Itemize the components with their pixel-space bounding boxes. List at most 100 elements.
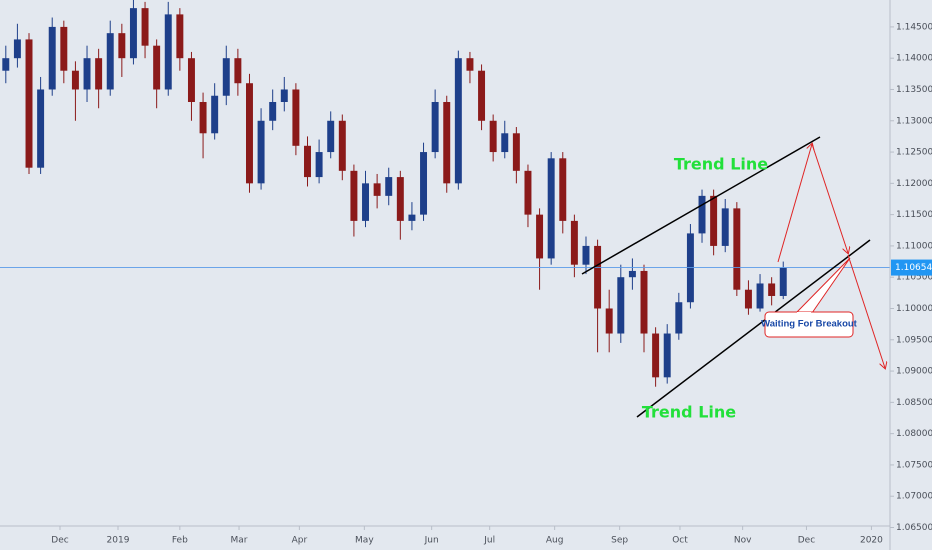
candle-body: [582, 245, 590, 265]
candle-body: [129, 8, 137, 59]
candle-body: [269, 101, 277, 121]
candle-body: [315, 152, 323, 178]
last-price-label: 1.10654: [895, 263, 932, 273]
y-tick-label: 1.13500: [896, 85, 932, 95]
candle-body: [292, 89, 300, 146]
candle-body: [431, 101, 439, 153]
arrow-down: [811, 143, 848, 253]
candle-body: [594, 245, 602, 309]
candle-body: [652, 333, 660, 378]
y-tick-label: 1.09500: [896, 335, 932, 345]
y-tick-label: 1.07500: [896, 460, 932, 470]
candle-body: [454, 58, 462, 184]
candle-body: [141, 8, 149, 46]
candle-body: [257, 120, 265, 184]
y-tick-label: 1.10000: [896, 304, 932, 314]
candle-body: [164, 14, 172, 90]
arrow-breakout: [847, 254, 885, 368]
candle-body: [350, 170, 358, 221]
candle-body: [222, 58, 230, 96]
x-tick-label: Oct: [672, 536, 688, 546]
candle-body: [756, 283, 764, 309]
y-tick-label: 1.07000: [896, 492, 932, 502]
candle-body: [768, 283, 776, 296]
candle-body: [71, 70, 79, 90]
candle-body: [628, 270, 636, 278]
x-tick-label: 2020: [860, 536, 883, 546]
candle-body: [489, 120, 497, 153]
candle-body: [280, 89, 288, 102]
y-tick-label: 1.14000: [896, 54, 932, 64]
candle-body: [338, 120, 346, 171]
candle-body: [373, 183, 381, 196]
last-price-box: [891, 259, 932, 276]
candle-body: [37, 89, 45, 168]
candle-body: [83, 58, 91, 90]
candle-body: [25, 39, 33, 168]
candle-body: [245, 83, 253, 184]
candle-body: [396, 177, 404, 221]
y-tick-label: 1.12500: [896, 148, 932, 158]
candle-body: [60, 26, 68, 71]
x-tick-label: Apr: [292, 536, 308, 546]
candle-body: [118, 33, 126, 59]
y-tick-label: 1.14500: [896, 22, 932, 32]
candle-body: [211, 95, 219, 134]
candle-body: [199, 101, 207, 134]
y-tick-label: 1.06500: [896, 523, 932, 533]
candle-body: [605, 308, 613, 334]
candle-body: [153, 45, 161, 90]
x-tick-label: Nov: [734, 536, 752, 546]
candle-body: [408, 214, 416, 221]
candle-body: [327, 120, 335, 153]
candle-body: [570, 220, 578, 265]
candle-body: [187, 58, 195, 102]
candle-body: [710, 195, 718, 246]
candle-body: [733, 208, 741, 290]
candle-body: [48, 26, 56, 90]
candle-body: [385, 177, 393, 196]
x-tick-label: Mar: [231, 536, 248, 546]
trend-line-label: Trend Line: [674, 155, 768, 174]
candle-body: [536, 214, 544, 259]
x-tick-label: 2019: [107, 536, 130, 546]
x-tick-label: Jul: [483, 536, 495, 546]
candle-body: [234, 58, 242, 84]
candle-body: [304, 145, 311, 178]
candle-body: [420, 152, 428, 215]
lower-trend-line: [636, 239, 871, 418]
candle-body: [559, 158, 567, 221]
x-tick-label: Feb: [172, 536, 188, 546]
candle-body: [698, 195, 706, 234]
x-tick-label: Sep: [611, 536, 628, 546]
arrow-up: [777, 144, 812, 263]
candle-body: [362, 183, 369, 221]
callout-text: Waiting For Breakout: [761, 319, 858, 330]
candle-body: [744, 289, 752, 309]
candle-body: [13, 39, 21, 59]
upper-trend-line: [581, 136, 821, 275]
x-tick-label: May: [355, 536, 374, 546]
y-tick-label: 1.09000: [896, 367, 932, 377]
y-tick-label: 1.08000: [896, 429, 932, 439]
x-tick-label: Jun: [424, 536, 439, 546]
candle-body: [501, 133, 509, 153]
y-tick-label: 1.11000: [896, 241, 932, 251]
y-tick-label: 1.12000: [896, 179, 932, 189]
candle-body: [547, 158, 555, 259]
candle-body: [675, 302, 683, 334]
x-tick-label: Dec: [798, 536, 815, 546]
candle-body: [663, 333, 671, 378]
y-tick-label: 1.11500: [896, 210, 932, 220]
candle-body: [2, 58, 10, 71]
callout-pointer: [795, 257, 851, 314]
trend-line-label: Trend Line: [642, 403, 736, 422]
candle-body: [176, 14, 184, 59]
plot: [0, 0, 890, 387]
candle-body: [478, 70, 486, 121]
y-tick-label: 1.13000: [896, 116, 932, 126]
x-tick-label: Dec: [51, 536, 68, 546]
candle-body: [95, 58, 103, 90]
